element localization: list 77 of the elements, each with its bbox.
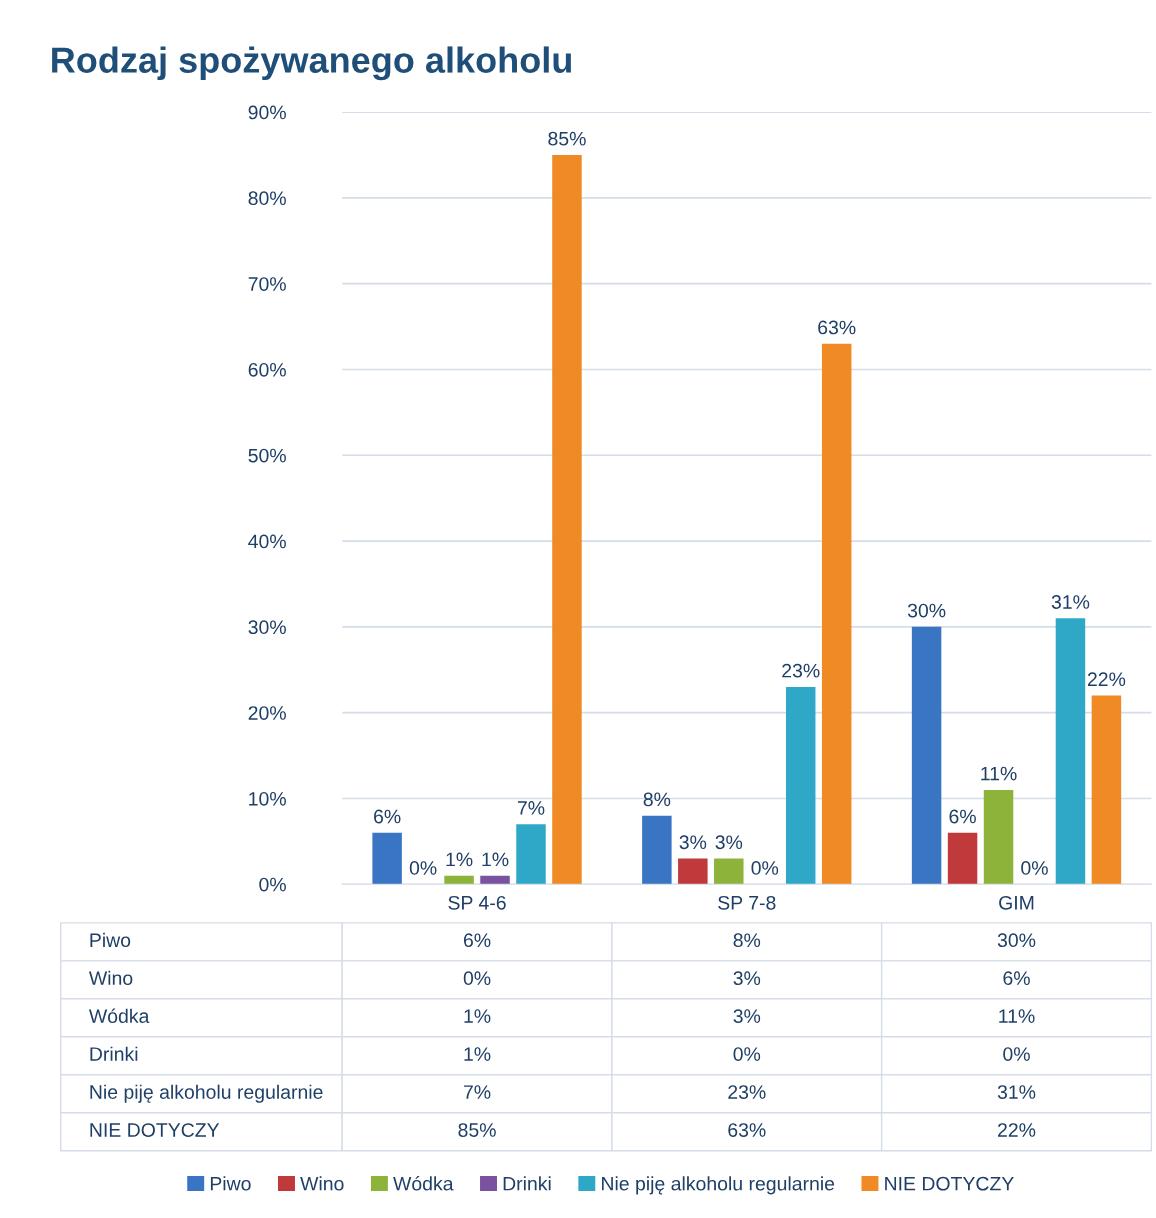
text: 1% <box>482 852 509 867</box>
data-label: 85% <box>458 1123 496 1137</box>
bar <box>516 824 546 885</box>
text: 0% <box>409 861 437 875</box>
y-tick-label: 60% <box>248 362 286 377</box>
text: 1% <box>446 852 473 867</box>
legend-label: Wino <box>300 1176 344 1191</box>
legend-label: Nie piję alkoholu regularnie <box>602 1176 835 1195</box>
data-label: 1% <box>464 1047 491 1061</box>
data-label: 0% <box>733 1047 761 1061</box>
data-label: 3% <box>733 971 761 986</box>
bar <box>983 789 1014 885</box>
data-label: 8% <box>733 933 761 948</box>
bar <box>911 626 942 885</box>
text: 6% <box>949 809 976 824</box>
text: 0% <box>751 861 779 875</box>
legend-label: NIE DOTYCZY <box>885 1176 1014 1191</box>
data-label: 1% <box>464 1009 491 1023</box>
legend-label: Piwo <box>210 1176 251 1191</box>
y-tick-label: 80% <box>248 191 286 206</box>
data-label: 22% <box>998 1123 1036 1137</box>
text: Nie piję alkoholu regularnie <box>90 1084 323 1103</box>
bar <box>678 858 708 885</box>
data-label: 30% <box>997 933 1036 948</box>
data-label: 3% <box>733 1009 761 1024</box>
y-tick-label: 40% <box>248 534 286 549</box>
data-label: 31% <box>997 1085 1036 1099</box>
bar <box>821 343 852 885</box>
data-label: 6% <box>1003 971 1030 986</box>
bar <box>642 815 672 885</box>
bar <box>1091 695 1122 885</box>
text: 11% <box>981 766 1017 781</box>
data-label: 63% <box>728 1123 766 1137</box>
bar <box>714 858 744 885</box>
text: 3% <box>715 835 743 850</box>
data-label: 11% <box>999 1009 1035 1023</box>
text: 30% <box>907 603 946 618</box>
y-tick-label: 20% <box>248 706 286 720</box>
data-label: 23% <box>728 1085 766 1099</box>
data-label: 7% <box>463 1085 491 1099</box>
text: Wino <box>88 970 133 986</box>
bar <box>552 154 582 885</box>
text: 3% <box>679 835 707 850</box>
bar <box>1055 618 1086 885</box>
y-tick-label: 10% <box>249 791 286 806</box>
text: Wódka <box>88 1008 150 1024</box>
text: 7% <box>517 801 545 815</box>
text: 31% <box>1051 595 1090 609</box>
data-label: 0% <box>1003 1047 1030 1061</box>
text: 6% <box>374 809 401 824</box>
x-tick-label: SP 4-6 <box>448 895 506 910</box>
y-tick-label: 50% <box>248 448 286 463</box>
text: 23% <box>782 663 820 678</box>
text: 8% <box>643 792 671 807</box>
text: Drinki <box>90 1046 138 1061</box>
text: 0% <box>1021 861 1048 875</box>
text: 85% <box>548 131 586 146</box>
x-tick-label: SP 7-8 <box>718 895 776 910</box>
legend-label: Wódka <box>393 1176 454 1191</box>
bar <box>372 832 402 885</box>
x-tick-label: GIM <box>999 895 1034 910</box>
text: NIE DOTYCZY <box>90 1123 220 1137</box>
bar <box>480 875 510 885</box>
bar <box>947 832 978 885</box>
text: 22% <box>1087 672 1126 687</box>
bar <box>444 875 474 885</box>
data-label: 0% <box>463 971 491 986</box>
y-tick-label: 90% <box>248 105 286 120</box>
text: 63% <box>818 320 856 335</box>
data-label: 6% <box>463 933 491 948</box>
bar <box>785 686 816 885</box>
y-tick-label: 70% <box>248 277 286 291</box>
chart-title: Rodzaj spożywanego alkoholu <box>52 46 571 81</box>
text: Piwo <box>90 932 131 948</box>
y-tick-label: 0% <box>259 877 286 892</box>
y-tick-label: 30% <box>248 620 286 635</box>
legend-label: Drinki <box>503 1176 551 1191</box>
